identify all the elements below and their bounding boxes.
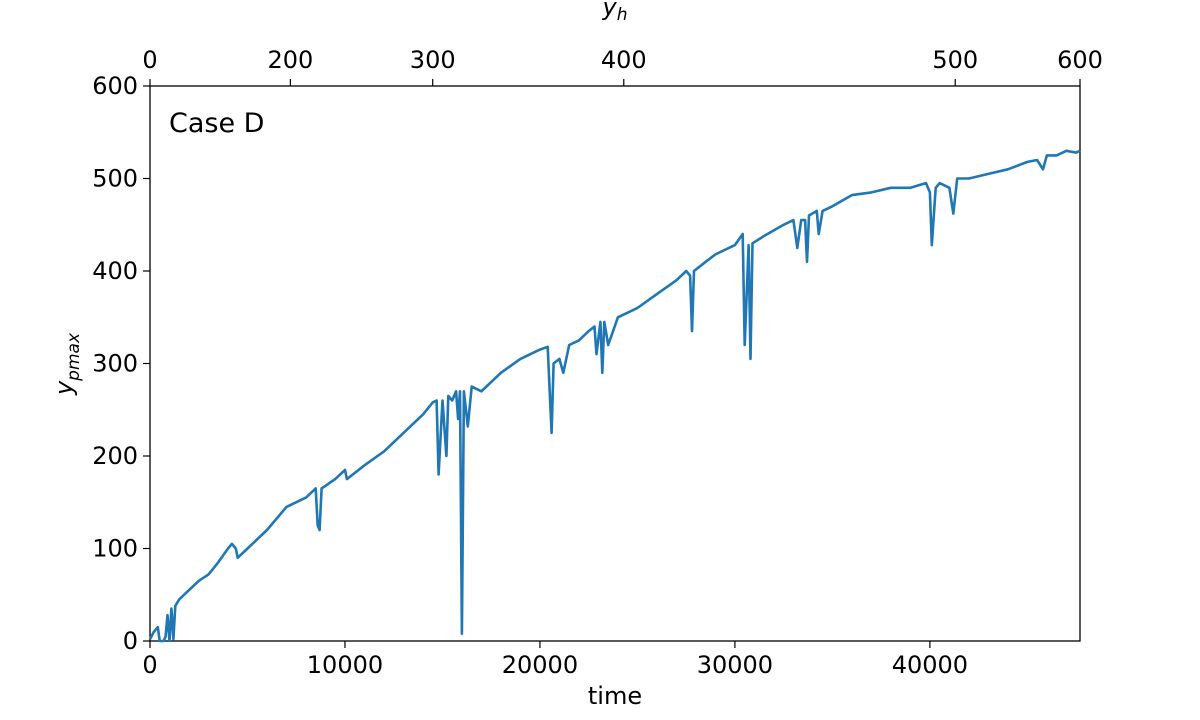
y-tick-label-5: 500 bbox=[92, 165, 138, 193]
y-tick-label-4: 400 bbox=[92, 257, 138, 285]
y-axis-title: ypmax bbox=[50, 332, 84, 396]
x-axis-title: time bbox=[588, 682, 642, 710]
x-tick-label-2: 20000 bbox=[502, 651, 578, 679]
series-line bbox=[148, 149, 1081, 643]
y-tick-label-0: 0 bbox=[123, 627, 138, 655]
y-axis-ticks: 0 100 200 300 400 500 600 bbox=[92, 72, 150, 655]
top-axis-title-sub: h bbox=[617, 5, 628, 25]
top-tick-label-5: 600 bbox=[1057, 46, 1103, 74]
top-axis-ticks: 0 200 300 400 500 600 bbox=[142, 46, 1103, 86]
y-tick-label-6: 600 bbox=[92, 72, 138, 100]
top-tick-label-2: 300 bbox=[410, 46, 456, 74]
x-tick-label-0: 0 bbox=[142, 651, 157, 679]
y-axis-title-sub: pmax bbox=[64, 332, 84, 382]
x-axis-ticks: 0 10000 20000 30000 40000 bbox=[142, 641, 968, 679]
case-annotation: Case D bbox=[169, 108, 264, 139]
x-tick-label-4: 40000 bbox=[892, 651, 968, 679]
y-axis-title-main: y bbox=[50, 380, 78, 396]
top-axis-title: yh bbox=[602, 0, 628, 25]
y-tick-label-3: 300 bbox=[92, 350, 138, 378]
top-tick-label-4: 500 bbox=[932, 46, 978, 74]
y-tick-label-2: 200 bbox=[92, 442, 138, 470]
x-tick-label-3: 30000 bbox=[697, 651, 773, 679]
x-tick-label-1: 10000 bbox=[307, 651, 383, 679]
y-tick-label-1: 100 bbox=[92, 535, 138, 563]
plot-frame bbox=[149, 85, 1081, 642]
top-axis-title-main: y bbox=[602, 0, 618, 21]
top-tick-label-1: 200 bbox=[267, 46, 313, 74]
top-tick-label-3: 400 bbox=[601, 46, 647, 74]
top-tick-label-0: 0 bbox=[142, 46, 157, 74]
